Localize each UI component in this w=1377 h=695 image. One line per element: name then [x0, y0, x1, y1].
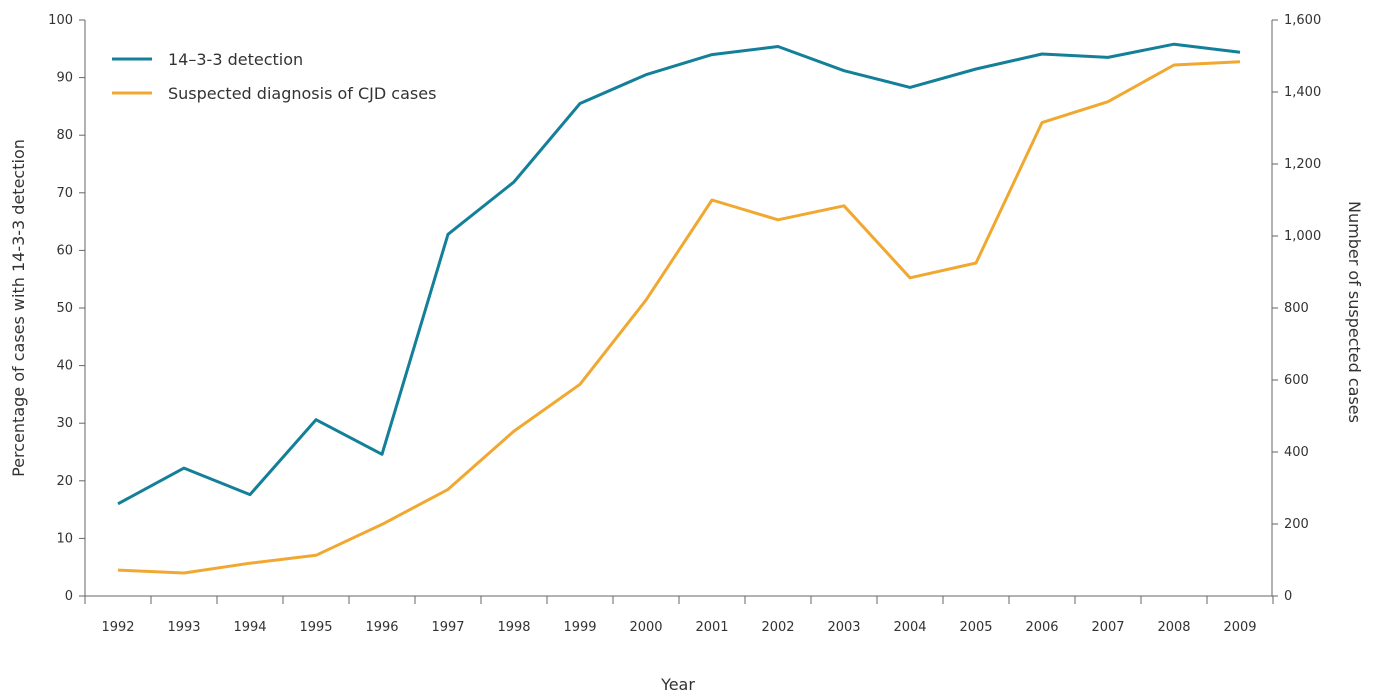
right-tick-label: 400 — [1284, 445, 1309, 460]
series-lines — [117, 42, 1241, 575]
left-tick-label: 90 — [56, 71, 73, 86]
x-tick-label: 2007 — [1091, 620, 1124, 635]
series-line-detection — [117, 42, 1241, 506]
x-tick-label: 1992 — [101, 620, 134, 635]
x-tick-label: 2003 — [827, 620, 860, 635]
left-tick-label: 60 — [56, 243, 73, 258]
right-ticks: 0 200 400 600 800 1,000 1,200 1,400 1,600 — [1272, 13, 1321, 604]
x-tick-label: 2008 — [1157, 620, 1190, 635]
left-tick-label: 100 — [48, 13, 73, 28]
right-tick-label: 1,600 — [1284, 13, 1321, 28]
legend: 14–3-3 detection Suspected diagnosis of … — [112, 50, 436, 103]
right-axis-title: Number of suspected cases — [1345, 201, 1364, 423]
left-tick-label: 40 — [56, 359, 73, 374]
x-tick-label: 2006 — [1025, 620, 1058, 635]
x-tick-label: 2004 — [893, 620, 926, 635]
x-tick-label: 1997 — [431, 620, 464, 635]
left-ticks: 0 10 20 30 40 50 60 70 80 90 100 — [48, 13, 85, 604]
left-tick-label: 30 — [56, 416, 73, 431]
right-tick-label: 600 — [1284, 373, 1309, 388]
x-tick-label: 2009 — [1223, 620, 1256, 635]
x-tick-label: 2002 — [761, 620, 794, 635]
right-tick-label: 1,000 — [1284, 229, 1321, 244]
x-axis-title: Year — [660, 675, 695, 694]
x-tick-label: 2005 — [959, 620, 992, 635]
left-tick-label: 80 — [56, 128, 73, 143]
x-tick-label: 1998 — [497, 620, 530, 635]
right-tick-label: 1,200 — [1284, 157, 1321, 172]
left-tick-label: 70 — [56, 186, 73, 201]
left-tick-label: 50 — [56, 301, 73, 316]
right-tick-label: 200 — [1284, 517, 1309, 532]
x-tick-label: 1995 — [299, 620, 332, 635]
series-line-suspected — [117, 60, 1241, 575]
x-tick-label: 2001 — [695, 620, 728, 635]
x-tick-label: 1994 — [233, 620, 266, 635]
x-tick-label: 1996 — [365, 620, 398, 635]
x-tick-label: 1999 — [563, 620, 596, 635]
right-tick-label: 800 — [1284, 301, 1309, 316]
left-tick-label: 10 — [56, 531, 73, 546]
right-tick-label: 0 — [1284, 589, 1292, 604]
x-ticks: 1992 1993 1994 1995 1996 1997 1998 1999 2000 2001… — [84, 596, 1274, 635]
right-tick-label: 1,400 — [1284, 85, 1321, 100]
legend-label-suspected: Suspected diagnosis of CJD cases — [168, 84, 436, 103]
left-tick-label: 0 — [65, 589, 73, 604]
x-tick-label: 1993 — [167, 620, 200, 635]
left-axis-title: Percentage of cases with 14-3-3 detectio… — [9, 139, 28, 477]
left-tick-label: 20 — [56, 474, 73, 489]
x-tick-label: 2000 — [629, 620, 662, 635]
legend-label-detection: 14–3-3 detection — [168, 50, 303, 69]
